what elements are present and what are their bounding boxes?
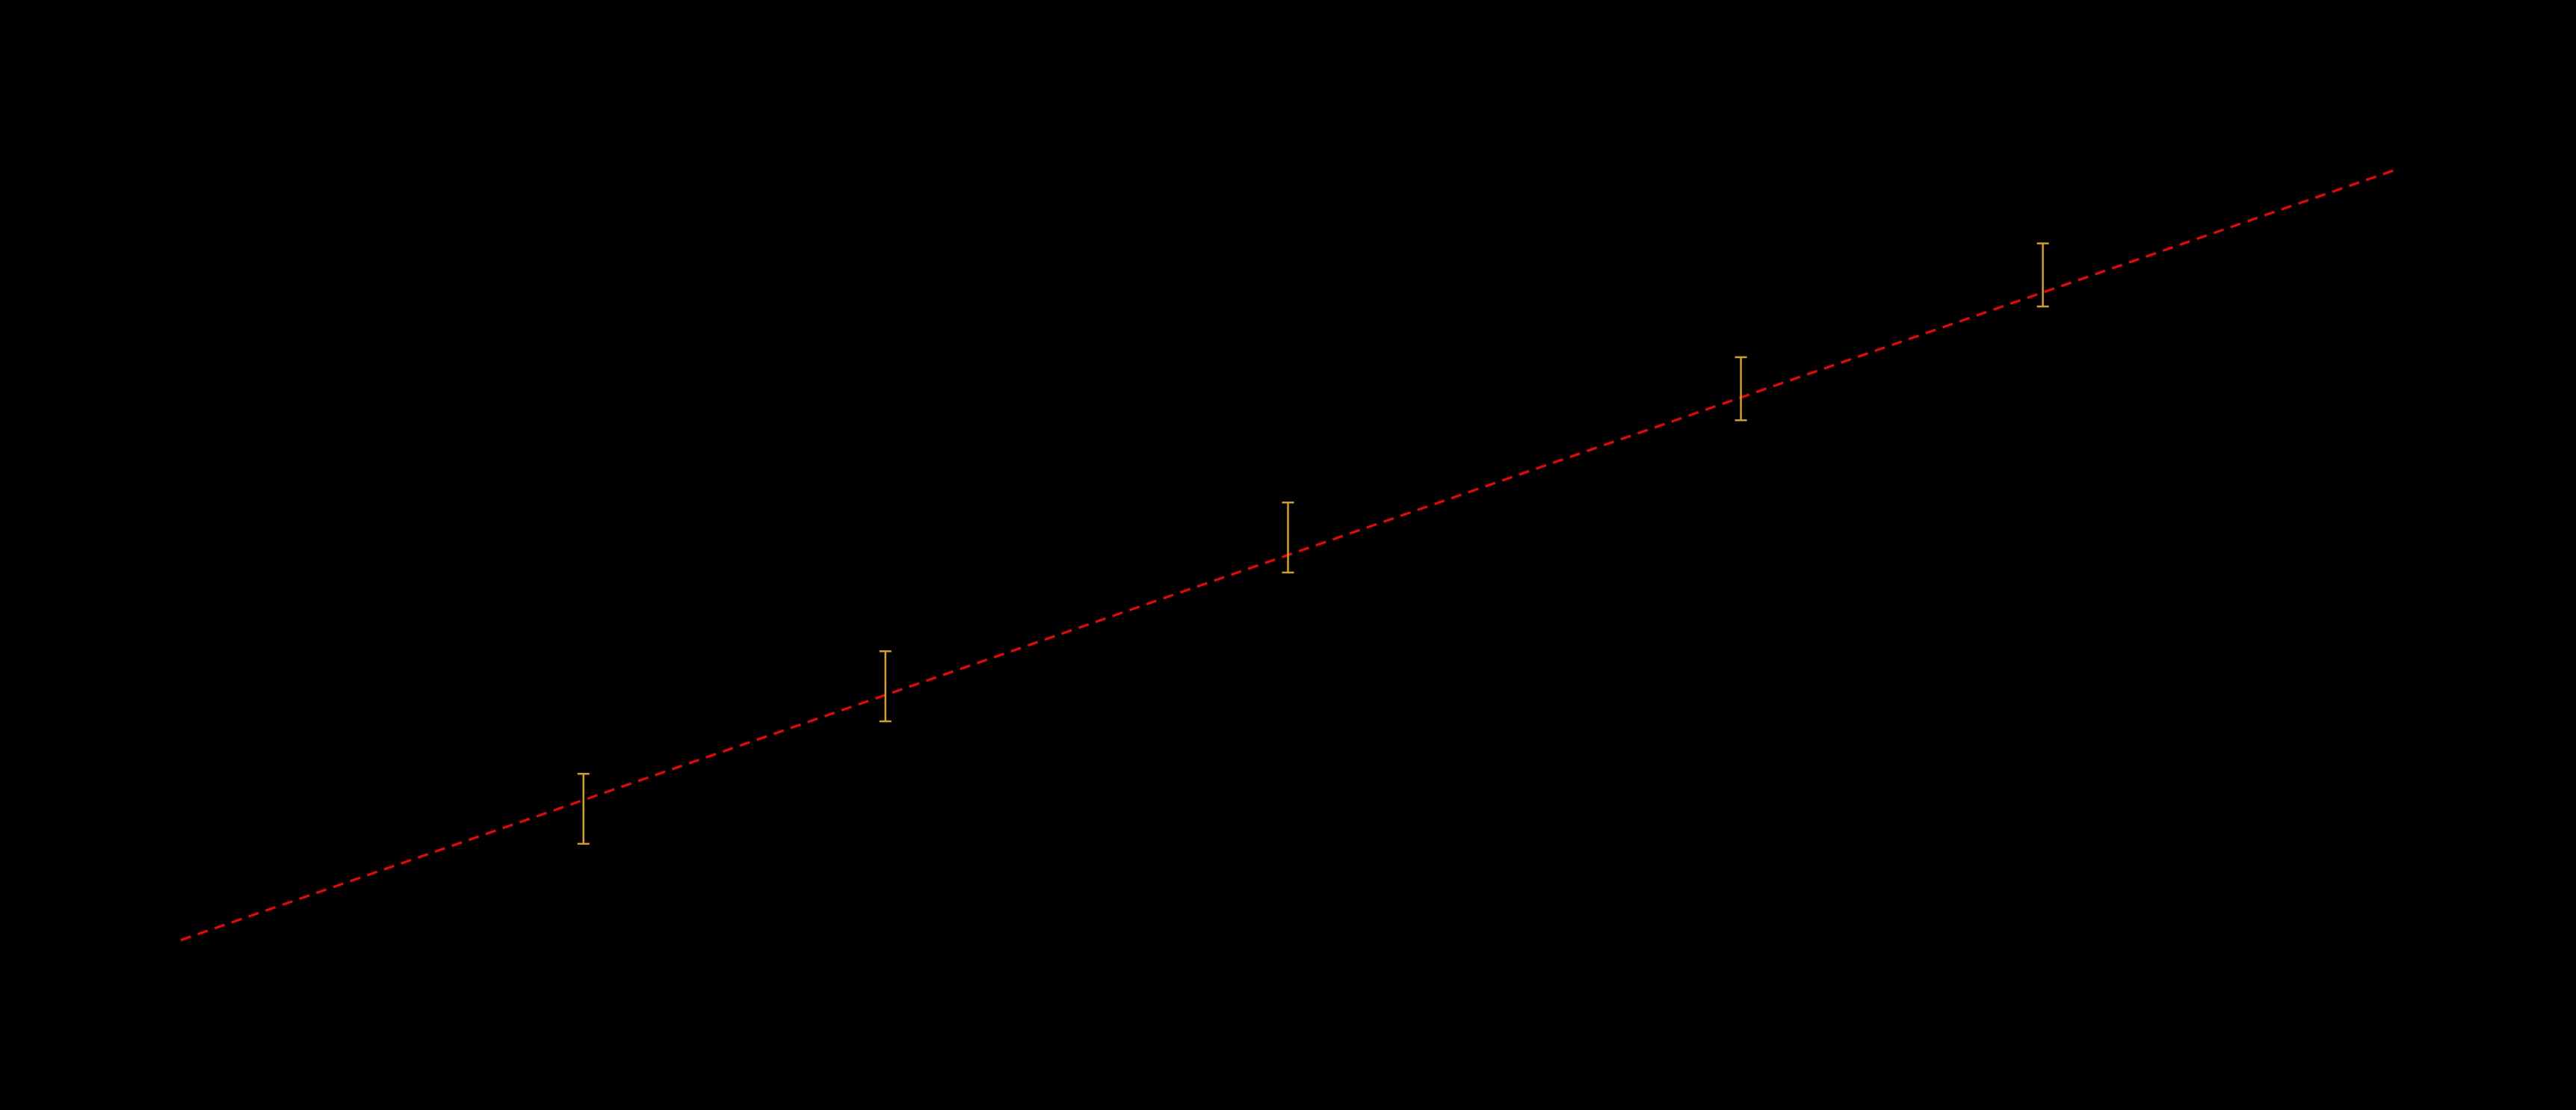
chart-container [0,0,2576,1110]
errorbar-chart [0,0,2576,1110]
